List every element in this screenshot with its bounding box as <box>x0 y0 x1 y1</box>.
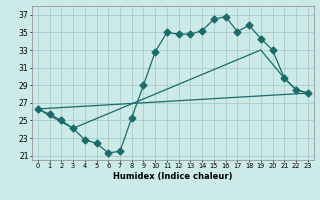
X-axis label: Humidex (Indice chaleur): Humidex (Indice chaleur) <box>113 172 233 181</box>
